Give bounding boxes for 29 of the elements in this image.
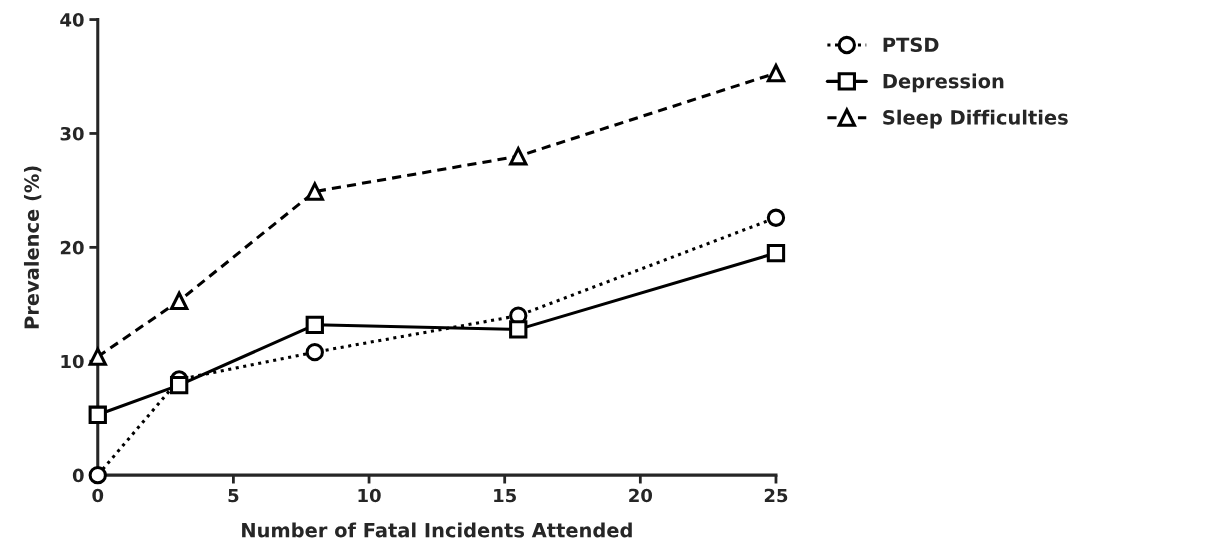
x-axis-title: Number of Fatal Incidents Attended — [242, 522, 632, 538]
y-tick-label: 0 — [72, 468, 84, 483]
point — [88, 347, 107, 366]
point — [169, 376, 189, 395]
legend-label: PTSD — [883, 37, 939, 53]
point — [766, 208, 786, 227]
legend-label: Depression — [883, 73, 1004, 93]
point — [305, 182, 324, 201]
legend-label: Sleep Difficulties — [883, 109, 1068, 129]
point — [88, 405, 107, 424]
point — [169, 289, 190, 311]
point — [509, 147, 528, 166]
x-tick-label: 10 — [358, 488, 381, 503]
y-axis-title: Prevalence (%) — [23, 166, 42, 329]
point — [88, 465, 107, 485]
x-tick-label: 0 — [92, 488, 104, 503]
x-tick-label: 20 — [629, 488, 653, 503]
x-tick-label: 5 — [228, 488, 239, 503]
point — [766, 243, 786, 263]
point — [509, 320, 528, 339]
point — [305, 342, 324, 362]
point — [305, 315, 324, 334]
x-tick-label: 15 — [494, 488, 516, 503]
y-tick-label: 20 — [60, 240, 84, 255]
y-tick-label: 10 — [61, 354, 84, 369]
y-tick-label: 40 — [60, 13, 84, 27]
point — [766, 63, 786, 83]
x-tick-label: 25 — [764, 488, 788, 503]
y-tick-label: 30 — [60, 126, 84, 141]
